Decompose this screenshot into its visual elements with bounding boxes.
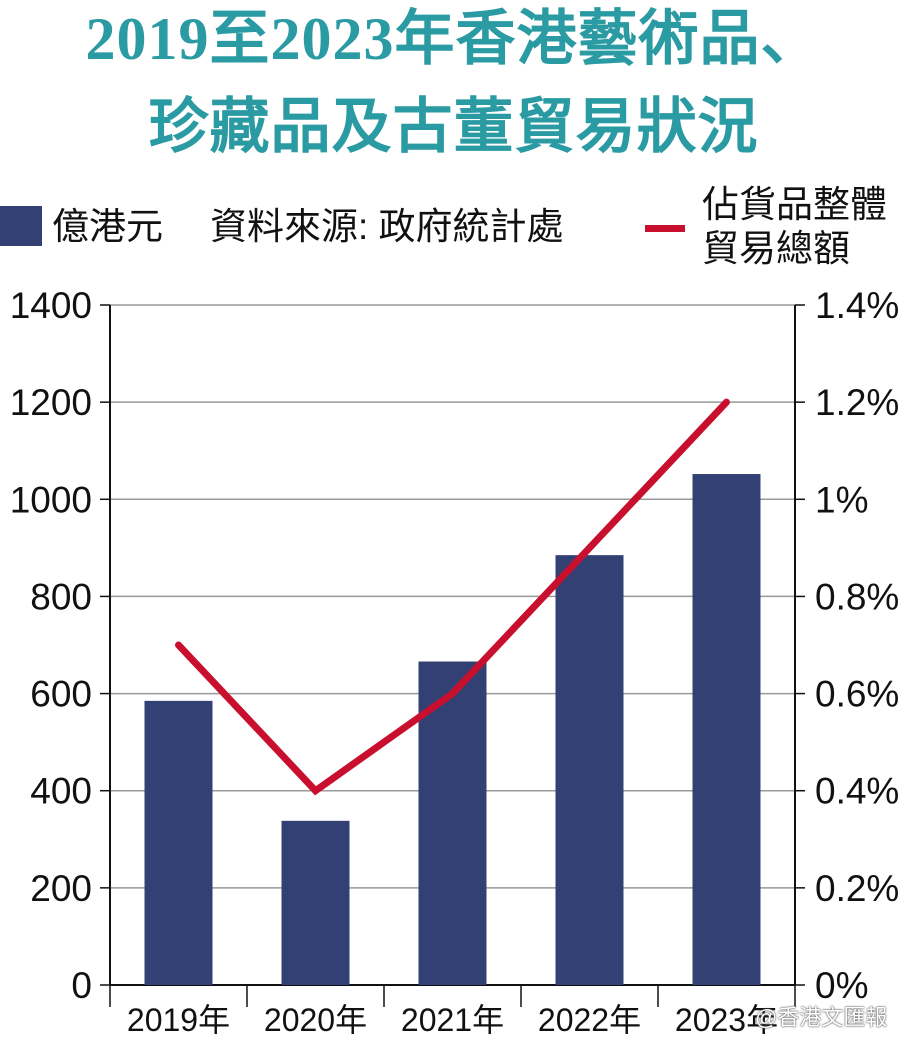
bar [692,474,761,985]
x-tick-label: 2019年 [127,1002,230,1037]
y-right-tick-label: 0.8% [815,576,899,617]
y-right-tick-label: 1.4% [815,285,899,326]
y-left-tick-label: 1400 [10,285,92,326]
x-tick-label: 2020年 [264,1002,367,1037]
y-right-tick-label: 1% [815,479,868,520]
y-right-tick-label: 0% [815,965,868,1006]
y-left-tick-label: 1000 [10,479,92,520]
watermark: @香港文匯報 [755,1005,888,1030]
y-left-tick-label: 200 [30,868,92,909]
x-tick-label: 2023年 [675,1002,778,1037]
y-left-tick-label: 800 [30,576,92,617]
y-right-tick-label: 1.2% [815,382,899,423]
legend-bar-label: 億港元 [52,206,163,247]
combo-chart: 0 0% 200 0.2% 400 0.4% 600 0.6% 800 0.8% 1000 1% 120… [10,285,900,1037]
y-left-tick-label: 600 [30,674,92,715]
chart-title-line-1: 2019至2023年香港藝術品、 [85,6,822,72]
legend-line-label-line-2: 貿易總額 [702,228,850,269]
y-left-tick-label: 1200 [10,382,92,423]
x-tick-label: 2022年 [538,1002,641,1037]
y-right-tick-label: 0.2% [815,868,899,909]
legend-bar-swatch [0,206,42,246]
x-tick-label: 2021年 [401,1002,504,1037]
bar [281,820,350,985]
bar [418,661,487,985]
y-left-tick-label: 0 [71,965,92,1006]
bar [555,555,624,985]
y-right-tick-label: 0.6% [815,674,899,715]
y-left-tick-label: 400 [30,771,92,812]
bar [144,700,213,985]
chart-title-line-2: 珍藏品及古董貿易狀況 [148,94,759,160]
y-right-tick-label: 0.4% [815,771,899,812]
legend-line-swatch [645,225,685,232]
legend-line-label-line-1: 佔貨品整體 [702,184,887,225]
source-note: 資料來源: 政府統計處 [210,206,564,247]
